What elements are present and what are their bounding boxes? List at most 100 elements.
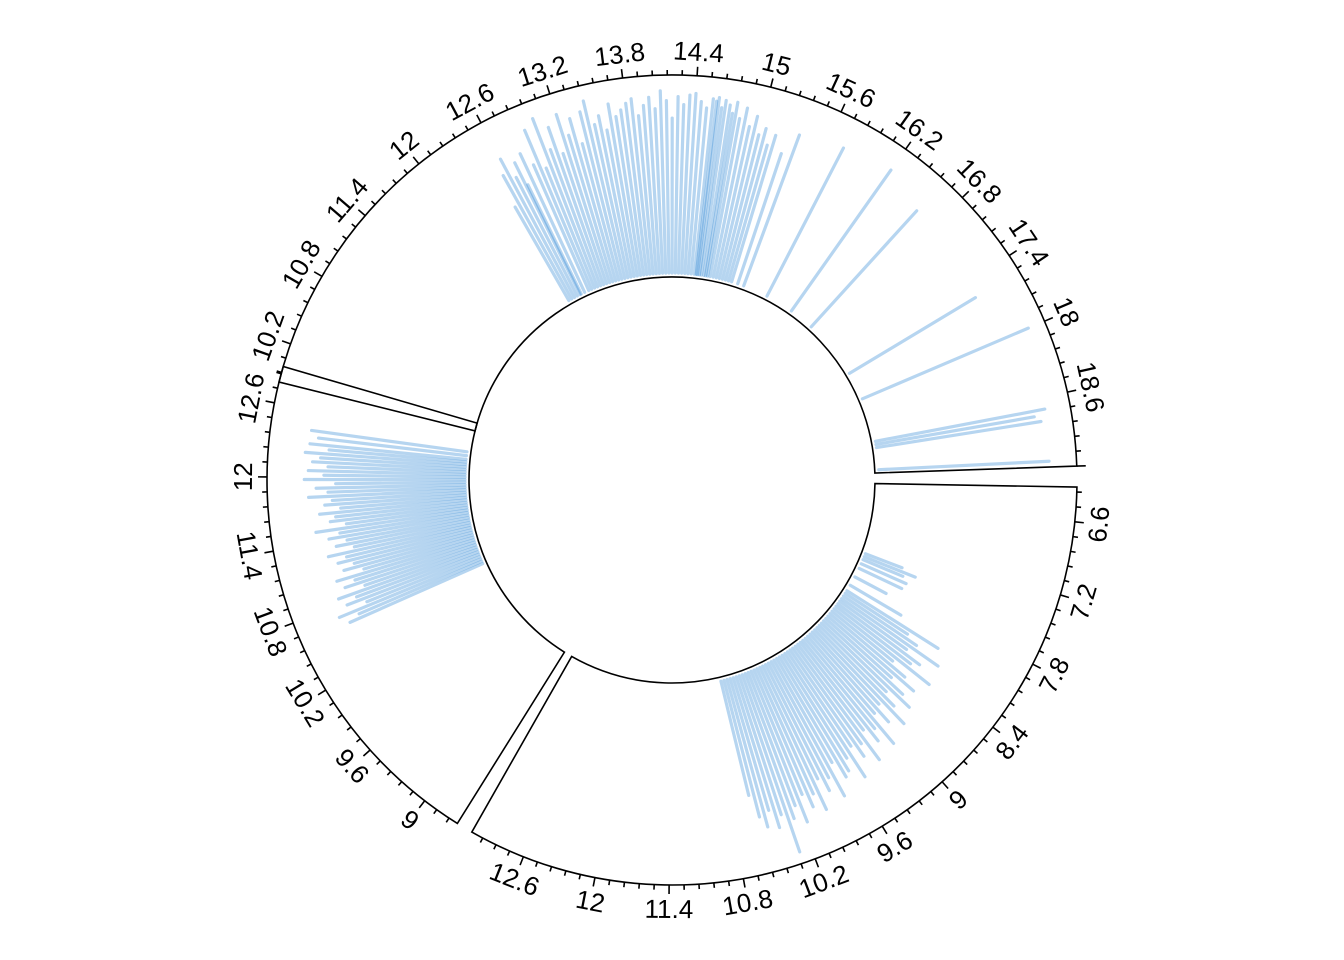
sector-3-tick-label: 12.6 — [231, 371, 270, 426]
minor-tick — [549, 866, 553, 872]
minor-tick — [917, 153, 922, 159]
minor-tick — [771, 872, 775, 878]
sector-1-line-55 — [727, 143, 769, 283]
sector-2-tick-label: 9 — [943, 784, 974, 816]
sector-3-line-22 — [314, 508, 469, 534]
minor-tick — [1063, 375, 1069, 379]
major-tick — [814, 858, 820, 868]
minor-tick — [1000, 239, 1006, 244]
sector-2-line-44 — [758, 665, 828, 812]
sector-3-line-41 — [327, 448, 468, 464]
major-tick — [696, 66, 699, 76]
sector-2-tick-label: 9.6 — [871, 824, 917, 868]
major-tick — [961, 190, 970, 199]
sector-2-line-21 — [817, 623, 888, 694]
sector-1-line-16 — [568, 117, 618, 283]
sector-2-line-40 — [769, 660, 847, 798]
major-tick — [265, 400, 275, 404]
sector-3-line-2 — [337, 557, 483, 620]
sector-1-line-25 — [619, 108, 646, 277]
minor-tick — [370, 200, 376, 206]
sector-borders — [266, 74, 1078, 886]
minor-tick — [963, 760, 968, 766]
sector-1-line-14 — [554, 112, 612, 285]
sector-2-line-13 — [834, 604, 913, 666]
sector-2-line-57 — [719, 679, 751, 798]
sector-3-line-3 — [365, 555, 482, 604]
sector-2-line-35 — [783, 651, 867, 779]
sector-3-line-43 — [316, 436, 469, 458]
minor-tick — [1072, 535, 1079, 539]
minor-tick — [346, 726, 352, 731]
sector-3-line-17 — [352, 521, 472, 549]
sector-3-line-16 — [326, 523, 472, 559]
sector-3-line-29 — [330, 490, 467, 503]
minor-tick — [606, 75, 609, 81]
sector-1-line-63 — [860, 326, 1030, 401]
major-tick — [1044, 316, 1054, 322]
sector-1-line-28 — [636, 114, 655, 276]
minor-tick — [265, 535, 272, 538]
major-tick — [362, 749, 371, 757]
sector-3-line-13 — [352, 530, 474, 565]
sector-2-line-32 — [791, 646, 863, 746]
sector-2-line-41 — [766, 661, 831, 780]
major-tick — [519, 856, 525, 866]
sector-2-line-55 — [725, 677, 770, 829]
sector-2-line-30 — [796, 642, 865, 732]
sector-1-tick-label: 12 — [383, 124, 424, 165]
sector-3-tick-label: 11.4 — [231, 529, 269, 582]
minor-tick — [973, 749, 979, 755]
sector-1-line-20 — [592, 122, 630, 280]
sector-1-line-12 — [546, 125, 606, 287]
minor-tick — [337, 714, 343, 719]
minor-tick — [1067, 565, 1073, 568]
sector-1-line-66 — [874, 419, 1043, 450]
minor-tick — [867, 120, 871, 126]
minor-tick — [397, 781, 403, 786]
major-tick — [264, 550, 274, 554]
sector-1-line-37 — [680, 93, 692, 275]
sector-2-line-16 — [828, 612, 907, 679]
sector-2-line-8 — [843, 591, 910, 636]
sector-3-tick-label: 10.2 — [279, 673, 331, 732]
sector-3-line-27 — [339, 495, 468, 510]
sector-1-line-58 — [742, 133, 802, 288]
sector-1-tick-label: 10.2 — [245, 307, 290, 365]
sector-1-line-8 — [523, 128, 594, 291]
sector-2-line-28 — [801, 638, 877, 731]
sector-2-line-29 — [798, 640, 880, 743]
sector-2-line-37 — [777, 655, 851, 773]
minor-tick — [381, 189, 387, 195]
major-tick — [941, 781, 949, 790]
sector-2-line-45 — [755, 667, 815, 796]
sector-3-line-23 — [344, 506, 469, 526]
minor-tick — [296, 313, 302, 317]
minor-tick — [290, 327, 297, 331]
minor-tick — [757, 875, 760, 881]
minor-tick — [879, 128, 884, 134]
minor-tick — [755, 78, 759, 85]
sector-3-line-36 — [306, 468, 467, 477]
sector-1-line-46 — [702, 103, 732, 278]
minor-tick — [1072, 419, 1078, 423]
major-tick — [1008, 249, 1018, 257]
minor-tick — [534, 861, 539, 867]
sector-2-tick-label: 7.2 — [1064, 580, 1103, 623]
sector-3-line-19 — [345, 516, 471, 542]
sector-3-line-0 — [348, 562, 485, 624]
minor-tick — [1001, 714, 1007, 719]
minor-tick — [1064, 579, 1070, 583]
major-tick — [904, 141, 912, 150]
sector-1-line-13 — [561, 151, 609, 286]
minor-tick — [784, 86, 788, 92]
minor-tick — [533, 93, 537, 99]
sector-3-line-11 — [362, 535, 475, 571]
minor-tick — [828, 852, 832, 859]
minor-tick — [519, 99, 523, 105]
sector-1-tick-label: 15 — [759, 46, 794, 82]
minor-tick — [928, 162, 934, 168]
sector-3-line-4 — [345, 552, 481, 607]
sector-3-line-35 — [322, 473, 467, 479]
